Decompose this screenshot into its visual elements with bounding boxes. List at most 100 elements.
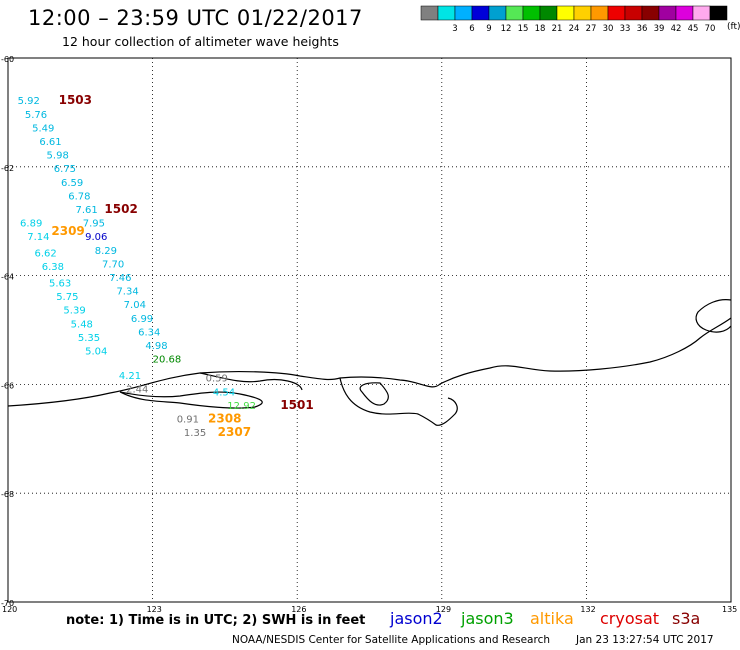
wave-height-value: 6.78	[68, 191, 90, 202]
track-label: 2307	[218, 425, 251, 439]
scale-swatch	[420, 5, 439, 21]
lon-tick-label: 132	[580, 605, 595, 614]
wave-height-value: 2.44	[126, 385, 148, 396]
scale-swatch	[437, 5, 456, 21]
scale-swatch	[522, 5, 541, 21]
lat-tick-label: -60	[1, 55, 14, 64]
lat-tick-label: -64	[1, 273, 14, 282]
scale-swatch	[641, 5, 660, 21]
longitude-labels: 120 123 126 129 132 135	[2, 605, 737, 614]
wave-height-value: 4.21	[119, 371, 141, 382]
wave-height-value: 6.99	[131, 314, 153, 325]
scale-tick-label: 42	[671, 24, 682, 34]
satellite-jason2: jason2	[390, 609, 443, 628]
wave-height-value: 6.34	[138, 327, 160, 338]
units-note: note: 1) Time is in UTC; 2) SWH is in fe…	[66, 613, 366, 628]
wave-height-value: 8.29	[95, 246, 117, 257]
scale-swatch	[675, 5, 694, 21]
wave-height-value: 7.14	[27, 232, 49, 243]
wave-height-value: 9.06	[85, 232, 107, 243]
track-label: 1502	[104, 202, 137, 216]
wave-height-value: 0.91	[177, 414, 199, 425]
track-label: 2309	[51, 224, 84, 238]
map-title: 12:00 – 23:59 UTC 01/22/2017	[28, 6, 363, 30]
wave-height-value: 7.04	[124, 300, 146, 311]
wave-height-value: 5.48	[71, 319, 93, 330]
scale-swatch	[556, 5, 575, 21]
wave-height-value: 6.75	[54, 164, 76, 175]
wave-height-value: 0.59	[206, 374, 228, 385]
wave-height-value: 6.62	[35, 249, 57, 260]
scale-swatch	[539, 5, 558, 21]
wave-height-value: 5.04	[85, 346, 107, 357]
satellite-cryosat: cryosat	[600, 609, 660, 628]
wave-height-value: 12.92	[227, 401, 256, 412]
scale-tick-label: 27	[586, 24, 597, 34]
latitude-labels: -60 -62 -64 -66 -68 -70	[1, 55, 14, 608]
graticule	[8, 58, 731, 602]
scale-tick-label: 24	[569, 24, 580, 34]
lon-tick-label: 129	[436, 605, 451, 614]
wave-height-value: 6.59	[61, 178, 83, 189]
lat-tick-label: -70	[1, 599, 14, 608]
scale-swatch	[607, 5, 626, 21]
scale-tick-label: 18	[535, 24, 546, 34]
credit-text: NOAA/NESDIS Center for Satellite Applica…	[232, 634, 550, 646]
wave-height-value: 7.70	[102, 259, 124, 270]
map-frame	[7, 57, 732, 603]
lon-tick-label: 135	[722, 605, 737, 614]
scale-tick-label: 12	[501, 24, 512, 34]
track-label: 1501	[280, 398, 313, 412]
lon-tick-label: 123	[147, 605, 162, 614]
scale-tick-label: 6	[469, 24, 474, 34]
scale-tick-label: 9	[486, 24, 491, 34]
scale-swatch	[590, 5, 609, 21]
satellite-jason3: jason3	[461, 609, 514, 628]
wave-height-value: 1.35	[184, 428, 206, 439]
scale-swatch	[624, 5, 643, 21]
antarctic-coastline	[7, 299, 732, 426]
wave-height-value: 7.46	[109, 273, 131, 284]
scale-tick-label: 30	[603, 24, 614, 34]
scale-swatch	[454, 5, 473, 21]
scale-tick-label: 70	[705, 24, 716, 34]
wave-height-value: 7.34	[116, 287, 138, 298]
lon-tick-label: 126	[291, 605, 306, 614]
lon-tick-label: 120	[2, 605, 17, 614]
scale-tick-label: 3	[452, 24, 457, 34]
wave-height-value: 5.98	[47, 151, 69, 162]
wave-height-value: 5.63	[49, 278, 71, 289]
color-scale: 3 6 9 12 15 18 21 24 27 30 33 36 39 42 45 70	[420, 5, 728, 34]
wave-height-value: 7.95	[83, 219, 105, 230]
scale-tick-label: 39	[654, 24, 665, 34]
track-label: 1503	[59, 93, 92, 107]
satellite-s3a: s3a	[672, 609, 701, 628]
scale-swatch	[573, 5, 592, 21]
satellite-altika: altika	[530, 609, 574, 628]
scale-swatch	[709, 5, 728, 21]
scale-swatch	[658, 5, 677, 21]
scale-tick-label: 21	[552, 24, 563, 34]
wave-height-value: 5.92	[18, 96, 40, 107]
wave-height-value: 5.75	[56, 292, 78, 303]
scale-tick-label: 33	[620, 24, 631, 34]
wave-height-value: 5.76	[25, 110, 47, 121]
wave-height-value: 6.89	[20, 219, 42, 230]
wave-height-value: 4.54	[213, 387, 235, 398]
wave-height-value: 4.98	[145, 341, 167, 352]
scale-swatch	[692, 5, 711, 21]
scale-swatch	[471, 5, 490, 21]
scale-swatch	[505, 5, 524, 21]
scale-tick-label: 45	[688, 24, 699, 34]
lat-tick-label: -62	[1, 164, 14, 173]
scale-tick-label: 36	[637, 24, 648, 34]
wave-height-value: 7.61	[75, 205, 97, 216]
wave-height-value: 5.35	[78, 333, 100, 344]
lat-tick-label: -66	[1, 381, 14, 390]
wave-height-value: 6.61	[39, 137, 61, 148]
scale-unit: (ft)	[727, 22, 740, 32]
wave-height-value: 6.38	[42, 262, 64, 273]
track-label: 2308	[208, 411, 241, 425]
